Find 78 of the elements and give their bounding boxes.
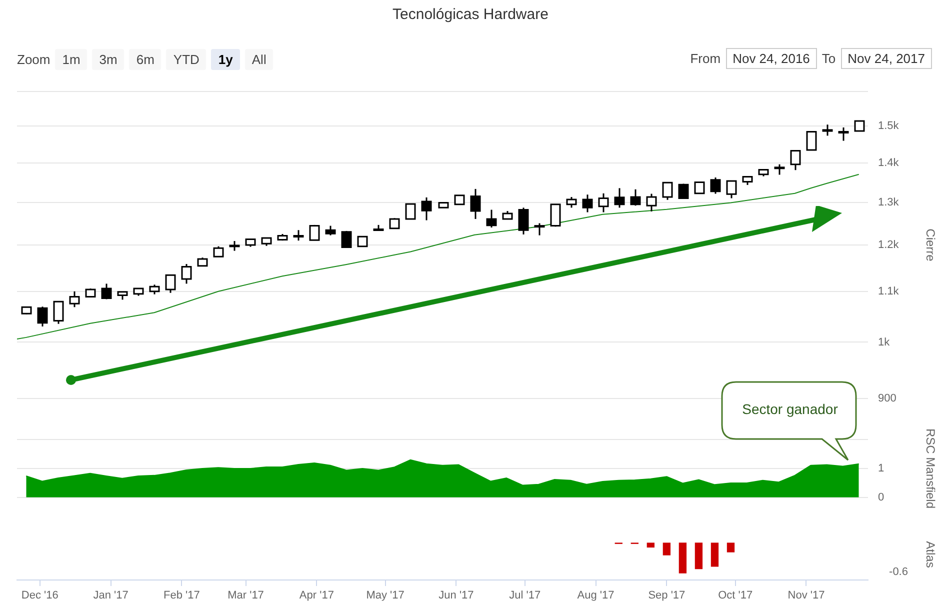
y-tick-label: 1.1k [878, 285, 900, 298]
date-field[interactable]: Nov 24, 2016 [726, 48, 817, 69]
candlestick [630, 188, 641, 206]
x-tick-label: Jun '17 [438, 590, 474, 602]
candlestick [838, 126, 849, 142]
candlestick [726, 180, 737, 199]
candlestick [470, 188, 481, 220]
x-tick-label: Nov '17 [788, 590, 825, 602]
candlestick [582, 194, 593, 214]
text: -0.6 [888, 566, 908, 578]
x-tick-label: Feb '17 [164, 590, 200, 602]
candlestick [357, 236, 368, 248]
y-tick-label: 1.5k [878, 120, 900, 132]
candlestick [822, 124, 833, 136]
zoom-button[interactable]: All [244, 49, 274, 70]
candlestick [598, 192, 609, 214]
text: Zoom [17, 52, 50, 67]
candlestick [662, 181, 673, 201]
candlestick [614, 187, 625, 208]
y-tick-label: 1.2k [878, 239, 900, 252]
candlestick [405, 203, 416, 220]
candlestick [53, 300, 64, 325]
x-tick-label: Jan '17 [93, 590, 128, 602]
x-tick-label: Aug '17 [577, 590, 614, 602]
chart-title: Tecnológicas Hardware [392, 6, 550, 23]
text: From [690, 51, 721, 66]
y-axis-title: RSC Mansfield [923, 428, 938, 509]
y-tick-label: 0 [878, 491, 884, 504]
candlestick [341, 230, 352, 248]
text: To [822, 51, 836, 66]
candlestick [421, 196, 432, 222]
zoom-button[interactable]: 1m [55, 49, 88, 70]
zoom-button[interactable]: 1y [211, 49, 240, 70]
candlestick [550, 203, 561, 228]
x-tick-label: Sep '17 [648, 590, 686, 602]
candlestick [710, 176, 721, 195]
candlestick [566, 196, 577, 208]
candlestick [518, 206, 529, 236]
candlestick [293, 229, 304, 242]
candlestick [165, 274, 176, 294]
candlestick [37, 306, 48, 328]
candlestick [325, 225, 336, 236]
candlestick [774, 164, 785, 176]
candlestick [181, 263, 192, 284]
candlestick [69, 290, 80, 308]
date-field[interactable]: Nov 24, 2017 [840, 48, 932, 69]
x-tick-label: Mar '17 [228, 590, 264, 602]
y-axis-title: Cierre [923, 228, 938, 262]
candlestick [646, 193, 657, 212]
x-tick-label: Dec '16 [21, 590, 58, 602]
zoom-button[interactable]: 3m [92, 49, 124, 70]
zoom-button[interactable]: YTD [166, 49, 206, 70]
y-tick-label: 1.3k [878, 196, 900, 208]
candlestick [101, 282, 112, 300]
x-tick-label: Oct '17 [718, 590, 753, 602]
candlestick [389, 217, 400, 230]
y-tick-label: 1.4k [878, 156, 900, 169]
candlestick [486, 209, 497, 228]
zoom-button[interactable]: 6m [129, 49, 162, 70]
candlestick [454, 194, 465, 206]
candlestick [790, 150, 801, 171]
y-axis-title: Atlas [923, 541, 938, 568]
candlestick [213, 246, 224, 258]
candlestick [678, 183, 689, 200]
y-tick-label: 900 [878, 392, 896, 404]
candlestick [854, 120, 865, 132]
y-tick-label: 1 [878, 462, 884, 475]
y-tick-label: 1k [878, 336, 890, 348]
x-tick-label: Apr '17 [299, 590, 334, 602]
candlestick [309, 224, 320, 241]
text: Sector ganador [741, 401, 839, 417]
candlestick [229, 240, 240, 252]
x-tick-label: May '17 [366, 590, 404, 602]
candlestick [694, 181, 705, 194]
candlestick [149, 284, 160, 296]
x-tick-label: Jul '17 [509, 590, 541, 602]
candlestick [806, 130, 817, 151]
candlestick [534, 222, 545, 236]
